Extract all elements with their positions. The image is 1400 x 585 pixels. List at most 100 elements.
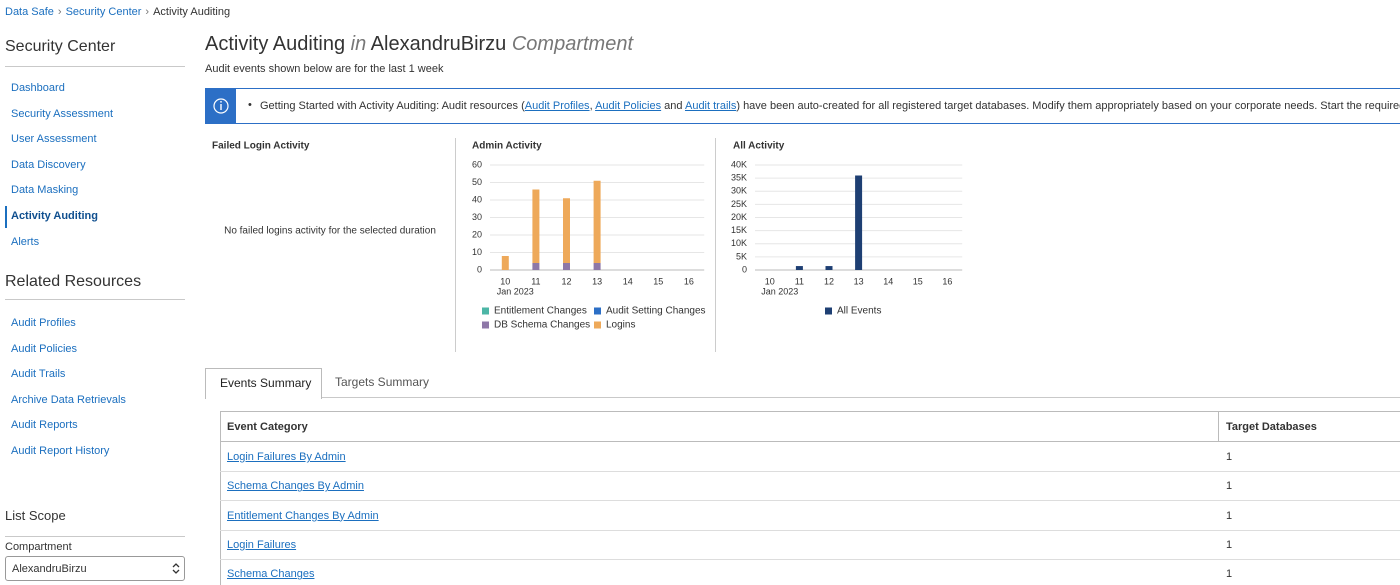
table-header: Event Category Target Databases bbox=[220, 412, 1400, 442]
x-tick-label: 16 bbox=[684, 276, 694, 286]
banner-link[interactable]: Audit trails bbox=[684, 100, 737, 112]
nav-link[interactable]: Audit Policies bbox=[11, 342, 78, 355]
cell-link[interactable]: Schema Changes bbox=[227, 568, 315, 581]
bar bbox=[593, 180, 601, 263]
compartment-select[interactable]: AlexandruBirzu bbox=[5, 556, 185, 581]
banner-text: Getting Started with Activity Auditing: … bbox=[260, 100, 1400, 112]
y-tick-label: 0 bbox=[742, 264, 747, 274]
x-sublabel: Jan 2023 bbox=[497, 286, 534, 296]
breadcrumb: Data Safe › Security Center › Activity Audit… bbox=[5, 6, 230, 18]
sidebar-title: Security Center bbox=[5, 38, 116, 55]
legend-label: DB Schema Changes bbox=[494, 320, 590, 331]
bar bbox=[855, 175, 863, 270]
nav-link[interactable]: Audit Reports bbox=[11, 419, 78, 432]
subtitle: Audit events shown below are for the las… bbox=[205, 63, 444, 75]
legend-swatch bbox=[594, 307, 601, 315]
nav-link[interactable]: Data Discovery bbox=[11, 158, 86, 171]
y-tick-label: 20 bbox=[472, 229, 482, 239]
nav-link[interactable]: Audit Trails bbox=[11, 368, 66, 381]
cell: 1 bbox=[1226, 451, 1233, 463]
nav-link[interactable]: Activity Auditing bbox=[11, 210, 98, 222]
info-icon bbox=[213, 98, 229, 114]
banner-text-part: and bbox=[661, 100, 685, 112]
nav-link[interactable]: Data Masking bbox=[11, 184, 79, 197]
compartment-value: AlexandruBirzu bbox=[12, 563, 87, 575]
breadcrumb-item[interactable]: Data Safe bbox=[5, 6, 54, 18]
legend-label: All Events bbox=[837, 306, 881, 317]
tab-baseline bbox=[205, 397, 1400, 398]
active-indicator bbox=[5, 206, 7, 228]
x-tick-label: 12 bbox=[824, 276, 834, 286]
nav-link[interactable]: User Assessment bbox=[11, 133, 97, 146]
x-tick-label: 10 bbox=[500, 276, 510, 286]
x-tick-label: 13 bbox=[592, 276, 602, 286]
nav-link[interactable]: Audit Report History bbox=[11, 445, 110, 457]
title-in: in bbox=[350, 33, 367, 55]
legend-swatch bbox=[825, 307, 832, 315]
column-header: Event Category bbox=[227, 421, 308, 433]
nav-link[interactable]: Security Assessment bbox=[11, 107, 114, 120]
chart-title: All Activity bbox=[733, 141, 785, 152]
banner-text-part: ) have been auto-created for all registe… bbox=[736, 100, 1400, 112]
x-tick-label: 16 bbox=[942, 276, 952, 286]
breadcrumb-sep: › bbox=[57, 6, 62, 18]
cell-link[interactable]: Entitlement Changes By Admin bbox=[227, 509, 379, 522]
y-tick-label: 50 bbox=[472, 177, 482, 187]
chart: All Activity 0 5K 10K 15K 20K 25K 30K 35K 40K 10Ja… bbox=[731, 141, 963, 317]
tab[interactable]: Targets Summary bbox=[321, 368, 439, 397]
table-row: Login Failures 1 bbox=[220, 530, 1400, 560]
legend-swatch bbox=[594, 321, 601, 329]
bar bbox=[563, 263, 570, 270]
banner-link[interactable]: Audit Policies bbox=[595, 100, 662, 112]
breadcrumb-item[interactable]: Security Center bbox=[65, 6, 142, 18]
chart: Failed Login Activity No failed logins ac… bbox=[212, 141, 436, 237]
tab[interactable]: Events Summary bbox=[205, 368, 322, 399]
nav-link[interactable]: Alerts bbox=[11, 235, 40, 248]
nav-link[interactable]: Audit Profiles bbox=[11, 317, 76, 329]
x-tick-label: 11 bbox=[795, 276, 804, 286]
y-tick-label: 40K bbox=[731, 159, 747, 169]
page-title: Activity Auditing in AlexandruBirzu Comp… bbox=[205, 33, 633, 56]
banner-link[interactable]: Audit Profiles bbox=[524, 100, 590, 112]
title-compartment: AlexandruBirzu bbox=[370, 33, 507, 55]
y-tick-label: 20K bbox=[731, 212, 747, 222]
bar bbox=[593, 263, 601, 270]
y-tick-label: 0 bbox=[477, 264, 482, 274]
x-tick-label: 14 bbox=[883, 276, 893, 286]
cell-link[interactable]: Login Failures bbox=[227, 538, 297, 551]
cell-link[interactable]: Login Failures By Admin bbox=[227, 451, 346, 463]
breadcrumb-sep: › bbox=[145, 6, 150, 18]
y-tick-label: 30 bbox=[472, 212, 482, 222]
breadcrumb-item: Activity Auditing bbox=[153, 6, 231, 18]
banner-bullet: • bbox=[248, 99, 252, 111]
tab-label: Targets Summary bbox=[335, 375, 430, 389]
cell: 1 bbox=[1226, 568, 1233, 581]
bar bbox=[825, 266, 833, 270]
compartment-label: Compartment bbox=[5, 541, 72, 553]
column-divider bbox=[1218, 412, 1219, 442]
bar bbox=[795, 266, 803, 270]
divider bbox=[5, 66, 185, 67]
bar bbox=[532, 263, 540, 270]
nav-link[interactable]: Dashboard bbox=[11, 82, 65, 94]
y-tick-label: 35K bbox=[731, 173, 747, 183]
title-suffix: Compartment bbox=[511, 33, 634, 55]
bar bbox=[501, 256, 509, 270]
cell: 1 bbox=[1226, 538, 1233, 551]
divider bbox=[5, 536, 185, 537]
y-tick-label: 30K bbox=[731, 186, 747, 196]
divider bbox=[5, 299, 185, 300]
scope-title: List Scope bbox=[5, 508, 66, 523]
banner-text-part: , bbox=[589, 100, 596, 112]
y-tick-label: 10K bbox=[731, 238, 747, 248]
info-icon-box bbox=[206, 89, 236, 123]
cell-link[interactable]: Schema Changes By Admin bbox=[227, 480, 364, 493]
x-tick-label: 11 bbox=[531, 276, 540, 286]
chart-title: Admin Activity bbox=[472, 141, 542, 152]
bar bbox=[563, 198, 570, 263]
nav-link[interactable]: Archive Data Retrievals bbox=[11, 393, 126, 406]
x-tick-label: 12 bbox=[561, 276, 571, 286]
x-tick-label: 15 bbox=[913, 276, 923, 286]
